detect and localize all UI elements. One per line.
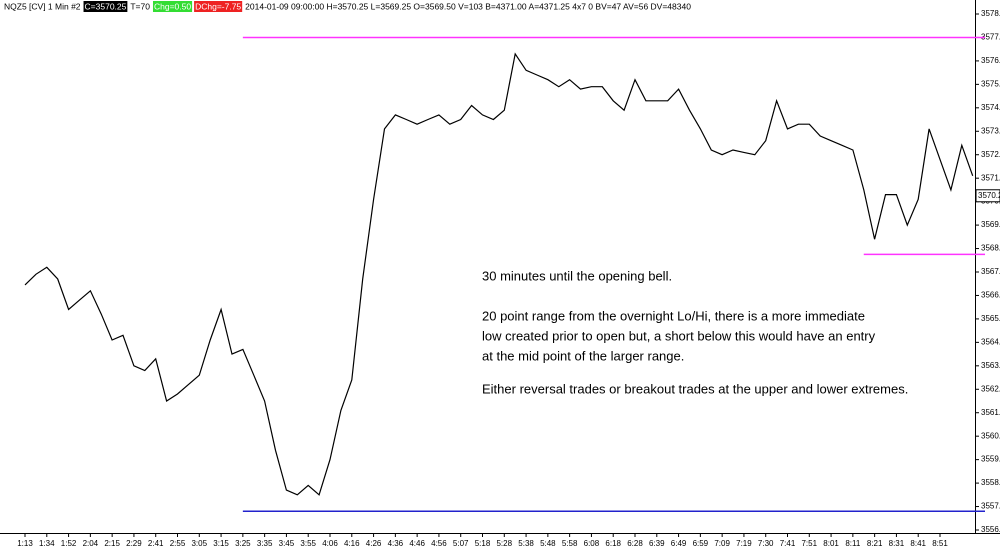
header-text: NQZ5 [CV] 1 Min #2: [4, 1, 81, 11]
x-tick-label: 1:52: [61, 539, 77, 548]
x-tick-label: 3:45: [279, 539, 295, 548]
x-tick-label: 3:05: [191, 539, 207, 548]
x-tick-label: 1:34: [39, 539, 55, 548]
y-tick-label: 3556.00: [981, 525, 1000, 534]
header-text: Chg=0.50: [154, 1, 191, 11]
header-text: T=70: [130, 1, 150, 11]
header-text: DChg=-7.75: [195, 1, 241, 11]
x-tick-label: 2:29: [126, 539, 142, 548]
x-tick-label: 6:39: [649, 539, 665, 548]
x-tick-label: 5:28: [496, 539, 512, 548]
header-box: [194, 1, 243, 12]
header-text: C=3570.25: [85, 1, 127, 11]
x-tick-label: 5:07: [453, 539, 469, 548]
x-tick-label: 6:59: [693, 539, 709, 548]
header-box: [3, 1, 82, 12]
header-box: [244, 1, 692, 12]
x-tick-label: 8:31: [889, 539, 905, 548]
header-box: [83, 1, 128, 12]
x-tick-label: 4:56: [431, 539, 447, 548]
y-tick-label: 3562.00: [981, 384, 1000, 393]
x-tick-label: 1:13: [17, 539, 33, 548]
y-tick-label: 3567.00: [981, 267, 1000, 276]
x-tick-label: 3:35: [257, 539, 273, 548]
x-tick-label: 2:15: [104, 539, 120, 548]
header-box: [152, 1, 193, 12]
y-tick-label: 3569.00: [981, 220, 1000, 229]
x-tick-label: 6:28: [627, 539, 643, 548]
last-price-box: [975, 189, 1000, 203]
y-tick-label: 3564.00: [981, 337, 1000, 346]
x-tick-label: 8:21: [867, 539, 883, 548]
y-tick-label: 3557.00: [981, 502, 1000, 511]
y-tick-label: 3572.00: [981, 150, 1000, 159]
x-tick-label: 4:46: [409, 539, 425, 548]
x-tick-label: 7:30: [758, 539, 774, 548]
annotation-text: Either reversal trades or breakout trade…: [482, 381, 908, 396]
x-tick-label: 5:58: [562, 539, 578, 548]
y-tick-label: 3563.00: [981, 361, 1000, 370]
last-price-label: 3570.25: [978, 191, 1000, 200]
x-tick-label: 7:51: [801, 539, 817, 548]
y-tick-label: 3578.00: [981, 9, 1000, 18]
x-tick-label: 2:04: [83, 539, 99, 548]
x-tick-label: 3:15: [213, 539, 229, 548]
x-tick-label: 8:41: [910, 539, 926, 548]
y-tick-label: 3574.00: [981, 103, 1000, 112]
annotation-text: low created prior to open but, a short b…: [482, 328, 876, 343]
x-tick-label: 5:48: [540, 539, 556, 548]
annotation-text: 20 point range from the overnight Lo/Hi,…: [482, 308, 865, 323]
y-tick-label: 3573.00: [981, 126, 1000, 135]
x-tick-label: 8:01: [823, 539, 839, 548]
x-tick-label: 6:08: [584, 539, 600, 548]
price-line: [24, 52, 974, 496]
x-tick-label: 2:55: [170, 539, 186, 548]
x-tick-label: 5:18: [475, 539, 491, 548]
x-tick-label: 4:16: [344, 539, 360, 548]
x-tick-label: 4:06: [322, 539, 338, 548]
y-tick-label: 3565.00: [981, 314, 1000, 323]
header-box: [129, 1, 151, 12]
x-tick-label: 3:25: [235, 539, 251, 548]
annotation-text: at the mid point of the larger range.: [482, 348, 684, 363]
y-tick-label: 3568.00: [981, 244, 1000, 253]
x-tick-label: 6:18: [605, 539, 621, 548]
y-tick-label: 3575.00: [981, 79, 1000, 88]
annotation-text: 30 minutes until the opening bell.: [482, 268, 672, 283]
y-tick-label: 3577.00: [981, 33, 1000, 42]
header-text: 2014-01-09 09:00:00 H=3570.25 L=3569.25 …: [245, 1, 691, 11]
y-tick-label: 3576.00: [981, 56, 1000, 65]
y-tick-label: 3558.00: [981, 478, 1000, 487]
y-tick-label: 3561.00: [981, 408, 1000, 417]
x-tick-label: 4:26: [366, 539, 382, 548]
x-tick-label: 5:38: [518, 539, 534, 548]
x-tick-label: 6:49: [671, 539, 687, 548]
x-tick-label: 3:55: [300, 539, 316, 548]
y-tick-label: 3566.00: [981, 291, 1000, 300]
x-tick-label: 4:36: [388, 539, 404, 548]
x-tick-label: 7:41: [780, 539, 796, 548]
x-tick-label: 8:11: [845, 539, 861, 548]
y-tick-label: 3559.00: [981, 455, 1000, 464]
x-tick-label: 7:09: [714, 539, 730, 548]
x-tick-label: 2:41: [148, 539, 164, 548]
y-tick-label: 3571.00: [981, 173, 1000, 182]
x-tick-label: 7:19: [736, 539, 752, 548]
y-tick-label: 3560.00: [981, 431, 1000, 440]
x-tick-label: 8:51: [932, 539, 948, 548]
